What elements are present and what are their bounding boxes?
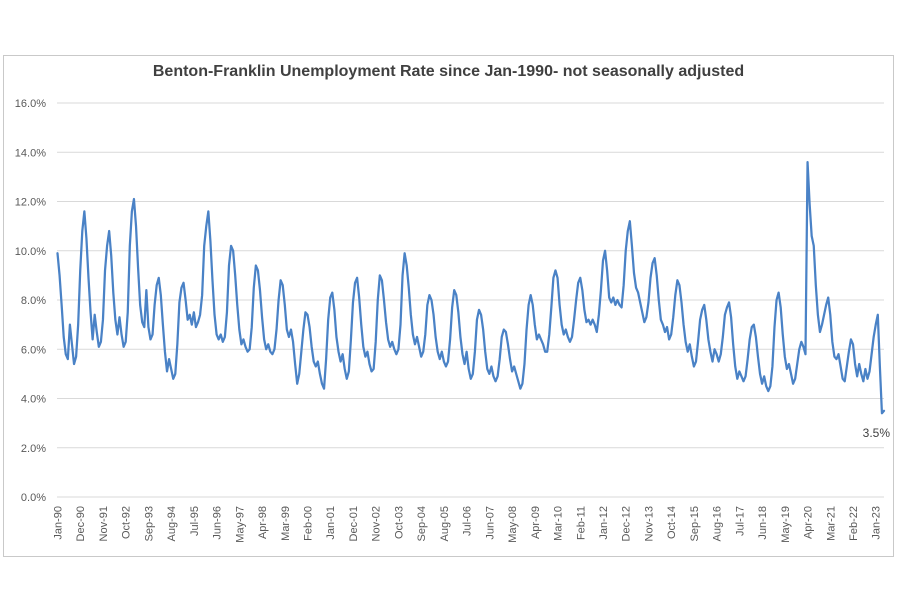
x-tick-label: Mar-10	[553, 506, 565, 541]
x-tick-label: Jul-95	[189, 506, 201, 536]
x-tick-label: Jul-06	[462, 506, 474, 536]
x-tick-label: Dec-90	[75, 506, 87, 541]
x-tick-label: Jun-18	[757, 506, 769, 540]
y-tick-label: 10.0%	[15, 246, 46, 258]
y-tick-label: 6.0%	[21, 344, 46, 356]
y-tick-label: 0.0%	[21, 492, 46, 504]
x-tick-label: Jan-23	[871, 506, 883, 540]
y-axis-labels: 0.0% 2.0% 4.0% 6.0% 8.0% 10.0% 12.0% 14.0% 16.0%	[15, 98, 46, 504]
x-tick-label: Sep-93	[143, 506, 155, 541]
x-tick-label: Jul-17	[734, 506, 746, 536]
x-tick-label: Nov-02	[371, 506, 383, 541]
x-tick-label: May-97	[234, 506, 246, 543]
x-tick-label: Feb-00	[303, 506, 315, 541]
x-tick-label: Apr-20	[803, 506, 815, 539]
x-tick-label: Aug-94	[166, 506, 178, 541]
chart-title: Benton-Franklin Unemployment Rate since …	[152, 63, 745, 80]
x-tick-label: Nov-91	[98, 506, 110, 541]
x-tick-label: Aug-16	[712, 506, 724, 541]
x-tick-label: Sep-04	[416, 506, 428, 541]
x-tick-label: Jan-90	[53, 506, 65, 540]
x-tick-label: Mar-21	[825, 506, 837, 541]
y-tick-label: 4.0%	[21, 394, 46, 406]
x-tick-label: May-19	[780, 506, 792, 543]
x-tick-label: Aug-05	[439, 506, 451, 541]
x-tick-label: Apr-09	[530, 506, 542, 539]
x-tick-label: Dec-12	[621, 506, 633, 541]
last-point-label: 3.5%	[863, 426, 891, 440]
x-tick-label: Jun-07	[484, 506, 496, 540]
x-tick-label: Oct-14	[666, 506, 678, 539]
x-tick-label: Jun-96	[212, 506, 224, 540]
y-tick-label: 8.0%	[21, 295, 46, 307]
x-tick-label: Oct-03	[393, 506, 405, 539]
y-tick-label: 14.0%	[15, 147, 46, 159]
x-tick-label: Mar-99	[280, 506, 292, 541]
x-tick-label: Oct-92	[121, 506, 133, 539]
x-tick-label: Sep-15	[689, 506, 701, 541]
x-axis-labels: Jan-90 Dec-90 Nov-91 Oct-92 Sep-93 Aug-94 Jul-…	[53, 506, 883, 543]
unemployment-line-series	[56, 160, 886, 415]
x-tick-label: Apr-98	[257, 506, 269, 539]
y-tick-label: 2.0%	[21, 443, 46, 455]
x-tick-label: Feb-11	[575, 506, 587, 540]
x-tick-label: Jan-01	[325, 506, 337, 540]
y-tick-label: 16.0%	[15, 98, 46, 110]
chart-frame	[3, 55, 894, 557]
x-tick-label: May-08	[507, 506, 519, 543]
gridlines	[57, 102, 884, 498]
y-tick-label: 12.0%	[15, 197, 46, 209]
x-tick-label: Nov-13	[643, 506, 655, 541]
x-tick-label: Jan-12	[598, 506, 610, 540]
x-tick-label: Dec-01	[348, 506, 360, 541]
x-tick-label: Feb-22	[848, 506, 860, 541]
